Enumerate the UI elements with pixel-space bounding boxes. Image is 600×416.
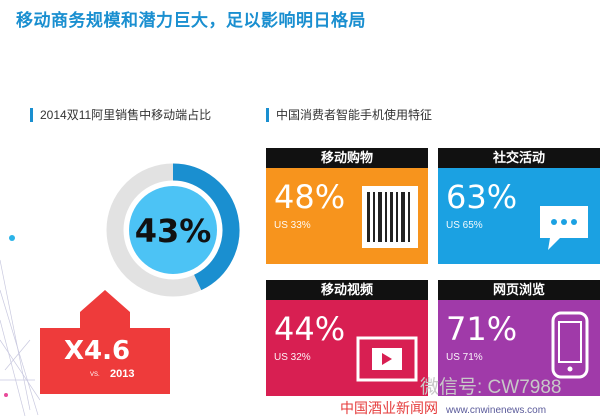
barcode-icon (362, 186, 418, 248)
tile-body: 63% US 65% (438, 168, 600, 264)
growth-compare-year: 2013 (110, 368, 135, 380)
growth-arrow (40, 290, 170, 394)
tile-mobile-shopping: 移动购物 48% US 33% (266, 148, 428, 264)
tile-web-browsing: 网页浏览 71% US 71% (438, 280, 600, 396)
section-label-smartphone-usage: 中国消费者智能手机使用特征 (266, 108, 432, 122)
tile-value: 71% (446, 310, 518, 348)
tile-value: 44% (274, 310, 346, 348)
tile-title: 网页浏览 (438, 280, 600, 300)
growth-vs-label: VS. (90, 372, 100, 378)
growth-multiplier: X4.6 (64, 336, 131, 366)
tile-title: 社交活动 (438, 148, 600, 168)
donut-value-arc (172, 163, 240, 291)
page-title: 移动商务规模和潜力巨大，足以影响明日格局 (16, 11, 366, 30)
footer-site-name: 中国酒业新闻网 (340, 400, 438, 416)
tile-us-value: US 65% (446, 220, 483, 231)
tile-body: 44% US 32% (266, 300, 428, 396)
tile-title: 移动购物 (266, 148, 428, 168)
tile-title: 移动视频 (266, 280, 428, 300)
tile-body: 71% US 71% (438, 300, 600, 396)
video-play-icon (356, 336, 418, 382)
tile-us-value: US 32% (274, 352, 311, 363)
footer-credit: 中国酒业新闻网 www.cnwinenews.com (340, 398, 546, 416)
donut-center-label: 43% (135, 212, 212, 250)
mobile-share-donut-chart: 43% (106, 163, 240, 297)
tile-value: 63% (446, 178, 518, 216)
footer-url: www.cnwinenews.com (446, 405, 547, 416)
tile-us-value: US 33% (274, 220, 311, 231)
chat-bubble-icon (540, 206, 588, 250)
tile-body: 48% US 33% (266, 168, 428, 264)
donut-center-disc (129, 186, 217, 274)
tile-social-activity: 社交活动 63% US 65% (438, 148, 600, 264)
smartphone-icon (551, 311, 589, 379)
tile-mobile-video: 移动视频 44% US 32% (266, 280, 428, 396)
tile-value: 48% (274, 178, 346, 216)
section-label-mobile-share: 2014双11阿里销售中移动端占比 (30, 108, 211, 122)
tile-us-value: US 71% (446, 352, 483, 363)
wechat-watermark: 微信号: CW7988 (420, 377, 562, 398)
decorative-network-lines (0, 235, 40, 416)
